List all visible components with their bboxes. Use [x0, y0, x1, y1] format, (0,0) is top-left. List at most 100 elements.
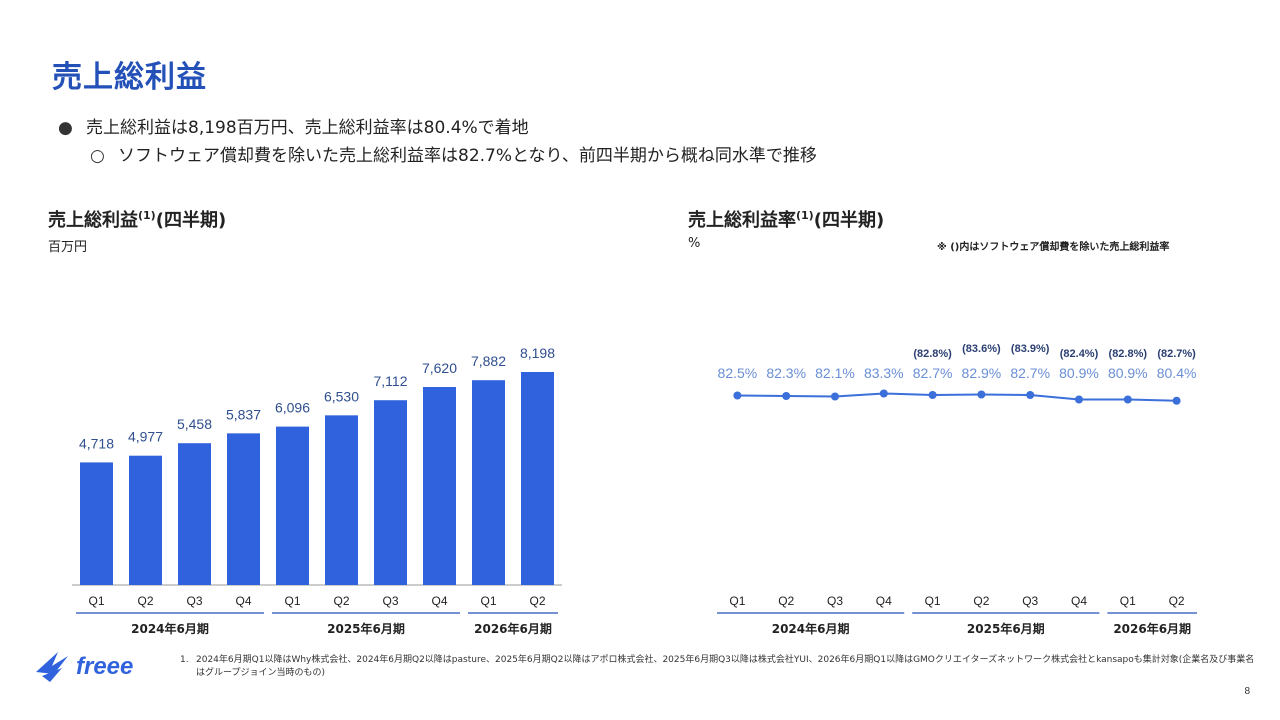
data-point — [733, 391, 742, 400]
x-tick-label: Q2 — [529, 594, 545, 608]
freee-logo: freee — [36, 652, 133, 682]
bar-value-label: 7,882 — [471, 353, 506, 369]
x-tick-label: Q3 — [382, 594, 398, 608]
x-tick-label: Q3 — [1022, 594, 1038, 608]
x-tick-label: Q4 — [876, 594, 892, 608]
x-tick-label: Q1 — [480, 594, 496, 608]
adjusted-value-label: (82.8%) — [1109, 348, 1148, 360]
bar-value-label: 8,198 — [520, 345, 555, 361]
left-chart-title-suffix: (四半期) — [155, 210, 227, 231]
adjusted-value-label: (83.9%) — [1011, 343, 1050, 355]
bar-value-label: 4,718 — [79, 435, 114, 451]
footnote: 1. 2024年6月期Q1以降はWhy株式会社、2024年6月期Q2以降はpas… — [180, 654, 1256, 680]
bar-value-label: 7,112 — [374, 373, 408, 389]
bar — [325, 415, 358, 585]
left-chart-unit: 百万円 — [48, 240, 88, 255]
x-tick-label: Q4 — [1071, 594, 1087, 608]
bar-value-label: 7,620 — [422, 360, 457, 376]
point-value-label: 82.5% — [718, 365, 758, 381]
page-title: 売上総利益 — [52, 60, 207, 95]
group-label: 2024年6月期 — [131, 621, 209, 636]
x-tick-label: Q1 — [729, 594, 745, 608]
bar — [374, 400, 407, 585]
data-point — [1123, 395, 1132, 404]
x-tick-label: Q3 — [827, 594, 843, 608]
bar-value-label: 5,458 — [177, 416, 212, 432]
right-chart-title-text: 売上総利益率 — [688, 210, 796, 231]
data-point — [831, 392, 839, 401]
bar — [423, 387, 456, 585]
group-label: 2024年6月期 — [772, 621, 850, 636]
bar — [276, 426, 309, 585]
data-point — [1026, 391, 1035, 399]
adjusted-value-label: (82.4%) — [1060, 348, 1099, 360]
bar-value-label: 6,530 — [324, 388, 359, 404]
point-value-label: 80.4% — [1157, 365, 1197, 381]
data-point — [928, 391, 937, 399]
x-tick-label: Q2 — [333, 594, 349, 608]
bullet-1: ● 売上総利益は8,198百万円、売上総利益率は80.4%で着地 — [58, 113, 529, 138]
page-number: 8 — [1244, 686, 1250, 697]
x-tick-label: Q1 — [925, 594, 941, 608]
x-tick-label: Q2 — [973, 594, 989, 608]
footnote-number: 1. — [180, 655, 189, 665]
left-chart-title-text: 売上総利益 — [48, 210, 138, 231]
logo-wordmark: freee — [76, 653, 133, 680]
bullet-marker: ● — [58, 118, 73, 138]
point-value-label: 80.9% — [1059, 365, 1099, 381]
group-label: 2026年6月期 — [1113, 621, 1191, 636]
data-point — [879, 389, 888, 398]
series-line — [737, 392, 1177, 402]
bullet-text: ソフトウェア償却費を除いた売上総利益率は82.7%となり、前四半期から概ね同水準… — [118, 146, 817, 166]
point-value-label: 83.3% — [864, 365, 904, 381]
right-chart-unit: % — [688, 236, 701, 251]
x-tick-label: Q3 — [186, 594, 202, 608]
right-chart-title-sup: (1) — [796, 209, 814, 222]
data-point — [977, 390, 986, 399]
point-value-label: 82.3% — [766, 365, 806, 381]
adjusted-value-label: (82.8%) — [913, 348, 952, 360]
point-value-label: 80.9% — [1108, 365, 1148, 381]
group-label: 2025年6月期 — [967, 621, 1045, 636]
point-value-label: 82.1% — [815, 365, 855, 381]
bar — [80, 462, 113, 585]
bar — [227, 433, 260, 585]
bar — [129, 455, 162, 585]
right-chart-title: 売上総利益率(1)(四半期) — [688, 206, 884, 232]
footnote-text: 2024年6月期Q1以降はWhy株式会社、2024年6月期Q2以降はpastur… — [196, 655, 1255, 678]
bar-value-label: 6,096 — [275, 400, 310, 416]
bar — [178, 443, 211, 585]
x-tick-label: Q1 — [1120, 594, 1136, 608]
bird-icon — [36, 652, 68, 682]
x-tick-label: Q4 — [431, 594, 447, 608]
point-value-label: 82.7% — [1010, 365, 1050, 381]
x-tick-label: Q2 — [1169, 594, 1185, 608]
data-point — [1172, 396, 1181, 405]
data-point — [1075, 395, 1083, 404]
data-point — [782, 392, 791, 400]
chart-note: ※ ()内はソフトウェア償却費を除いた売上総利益率 — [937, 242, 1170, 253]
x-tick-label: Q1 — [284, 594, 300, 608]
bar-value-label: 5,837 — [226, 406, 261, 422]
group-label: 2025年6月期 — [327, 621, 405, 636]
left-chart-title: 売上総利益(1)(四半期) — [48, 206, 226, 232]
left-chart-title-sup: (1) — [138, 209, 156, 222]
point-value-label: 82.9% — [962, 365, 1002, 381]
x-tick-label: Q2 — [137, 594, 153, 608]
x-tick-label: Q2 — [778, 594, 794, 608]
bar-value-label: 4,977 — [128, 429, 163, 445]
bullet-2: ○ ソフトウェア償却費を除いた売上総利益率は82.7%となり、前四半期から概ね同水… — [90, 141, 817, 166]
bar — [521, 372, 554, 585]
adjusted-value-label: (83.6%) — [962, 343, 1001, 355]
point-value-label: 82.7% — [913, 365, 953, 381]
bullet-marker: ○ — [90, 146, 105, 166]
x-tick-label: Q4 — [235, 594, 251, 608]
bar — [472, 380, 505, 585]
right-chart-title-suffix: (四半期) — [813, 210, 885, 231]
adjusted-value-label: (82.7%) — [1157, 348, 1196, 360]
bullet-text: 売上総利益は8,198百万円、売上総利益率は80.4%で着地 — [86, 118, 529, 138]
group-label: 2026年6月期 — [474, 621, 552, 636]
x-tick-label: Q1 — [88, 594, 104, 608]
